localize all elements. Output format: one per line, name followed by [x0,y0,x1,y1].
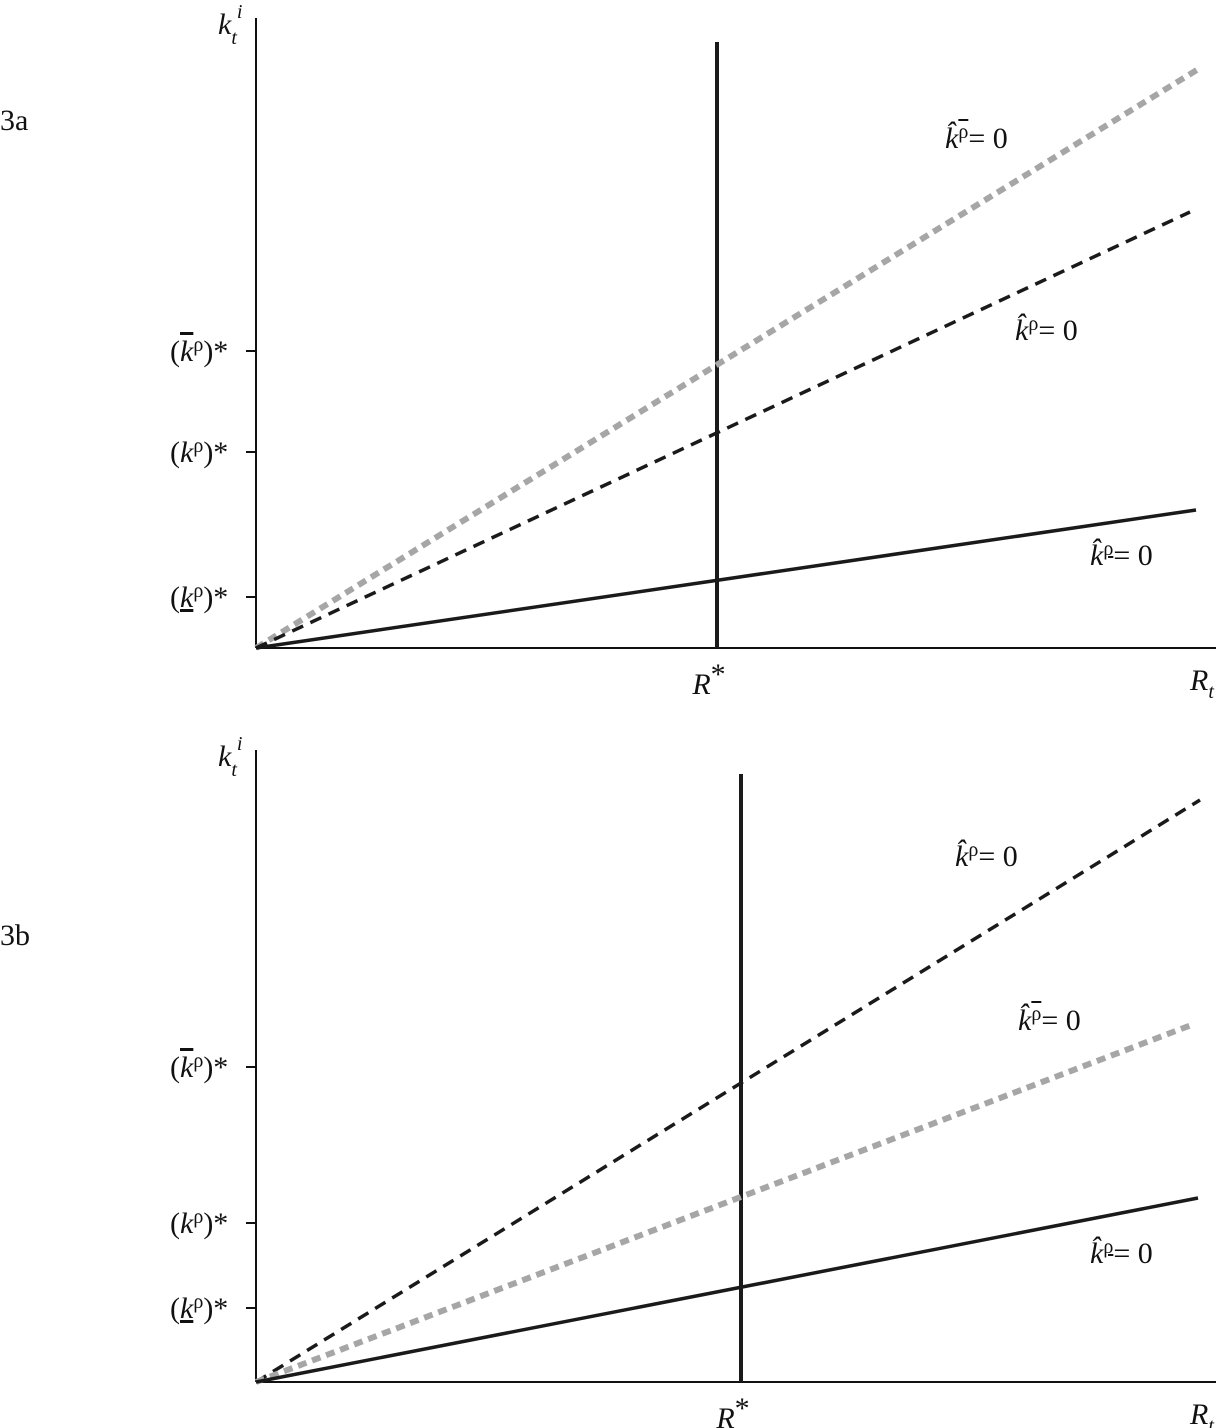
curve [254,1021,1196,1385]
curve-label-base: k̂ [1015,313,1029,347]
curve-label-base: k̂ [1090,1236,1104,1270]
panel-label: 3b [0,919,30,952]
y-axis-label: kti [218,733,242,781]
tick-label-base: k [180,1292,194,1325]
r-star-label: R* [691,658,725,701]
curve-label-sup: ρ [1103,538,1113,560]
tick-label: (kρ)* [170,1206,228,1240]
tick-label-open: ( [170,436,180,469]
curve-label-sup: ρ [1031,1003,1041,1025]
curve-label-sup: ρ [1028,313,1038,335]
x-axis-label-base: R [1189,1398,1208,1428]
tick-label-close: )* [203,335,228,368]
curve-label: k̂ρ= 0 [1015,313,1078,347]
r-star-label: R* [715,1392,749,1428]
r-star-label-sup: * [711,658,726,691]
tick-label-sup: ρ [193,1050,203,1072]
tick-label: (kρ)* [170,580,228,614]
curve-label-eq: = 0 [1041,1004,1080,1037]
curve-label-base: k̂ [955,839,969,873]
panel-label: 3a [0,104,28,137]
tick-label-close: )* [203,436,228,469]
x-axis-label: Rt [1189,664,1214,703]
y-axis-label-sup: i [237,1,243,23]
tick-label: (kρ)* [170,1050,228,1084]
tick-label: (kρ)* [170,1291,228,1325]
tick-label-base: k [180,581,194,614]
tick-label-open: ( [170,1051,180,1084]
tick-label-open: ( [170,1292,180,1325]
tick-label-sup: ρ [193,1206,203,1228]
tick-label-sup: ρ [193,334,203,356]
curve-label-base: k̂ [1090,538,1104,572]
curve-label: k̂ρ= 0 [1018,1003,1081,1037]
tick-label-open: ( [170,335,180,368]
curve-label: k̂ρ= 0 [955,839,1018,873]
curve-label: k̂ρ= 0 [1090,538,1153,572]
x-axis-label-base: R [1189,664,1208,697]
x-axis-label-sub: t [1208,681,1214,703]
y-axis-label-base: k [218,8,232,41]
y-axis-label: kti [218,1,242,49]
curve-label: k̂ρ= 0 [1090,1236,1153,1270]
y-axis-label-sub: t [231,759,237,781]
y-axis-label-base: k [218,740,232,773]
r-star-label-base: R [715,1402,734,1428]
tick-label-base: k [180,436,194,469]
curve-label-eq: = 0 [1113,539,1152,572]
curve-label-eq: = 0 [1113,1237,1152,1270]
x-axis-label: Rt [1189,1398,1214,1428]
curve-label-eq: = 0 [978,840,1017,873]
curve-label-eq: = 0 [1038,314,1077,347]
tick-label-open: ( [170,581,180,614]
curve-label-sup: ρ [1103,1236,1113,1258]
curve-label-base: k̂ [945,121,959,155]
tick-label-sup: ρ [193,1291,203,1313]
tick-label-sup: ρ [193,580,203,602]
curve-label: k̂ρ= 0 [945,121,1008,155]
tick-label-close: )* [203,1292,228,1325]
tick-label: (kρ)* [170,334,228,368]
tick-label-base: k [180,1051,194,1084]
tick-label-close: )* [203,1207,228,1240]
r-star-label-sup: * [735,1392,750,1425]
x-axis-label-sub: t [1208,1415,1214,1428]
tick-label-close: )* [203,1051,228,1084]
curve-label-eq: = 0 [968,122,1007,155]
curve [255,798,1201,1384]
tick-label-sup: ρ [193,435,203,457]
tick-label-base: k [180,1207,194,1240]
y-axis-label-sub: t [231,27,237,49]
tick-label-base: k [180,335,194,368]
curve-label-sup: ρ [958,121,968,143]
tick-label-close: )* [203,581,228,614]
curve-label-base: k̂ [1018,1003,1032,1037]
tick-label-open: ( [170,1207,180,1240]
curve [255,508,1197,650]
r-star-label-base: R [691,668,710,701]
curve [255,1196,1199,1384]
curve-label-sup: ρ [968,839,978,861]
y-axis-label-sup: i [237,733,243,755]
curve [254,65,1202,651]
tick-label: (kρ)* [170,435,228,469]
curve [255,210,1191,650]
